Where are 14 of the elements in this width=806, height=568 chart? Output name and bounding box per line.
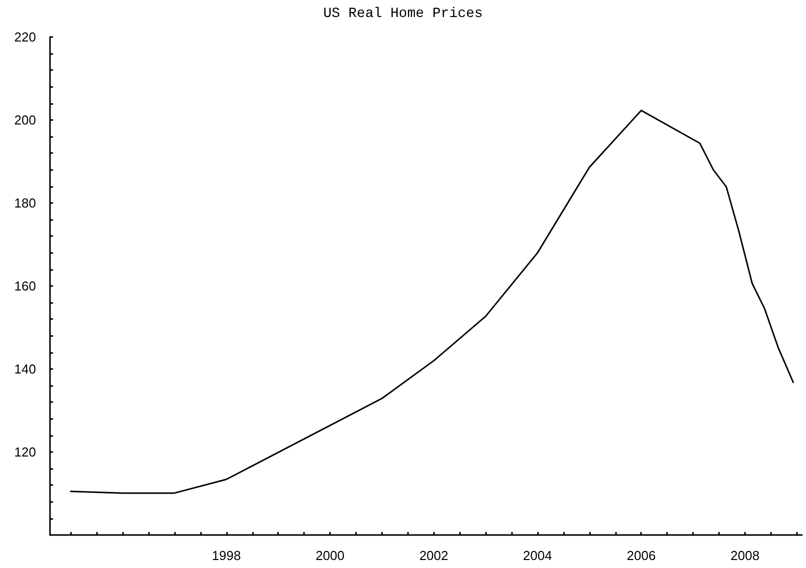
x-tick-label: 2002 bbox=[419, 548, 448, 563]
y-tick-label: 120 bbox=[14, 444, 36, 460]
line-series bbox=[70, 110, 794, 494]
x-tick-label: 2000 bbox=[316, 548, 345, 563]
chart-title: US Real Home Prices bbox=[323, 6, 483, 22]
x-tick-label: 1998 bbox=[212, 548, 241, 563]
x-tick-label: 2004 bbox=[523, 548, 552, 563]
y-tick-label: 140 bbox=[14, 362, 36, 376]
x-tick-label: 2006 bbox=[626, 548, 656, 563]
y-tick-label: 220 bbox=[14, 30, 36, 44]
y-tick-label: 200 bbox=[14, 112, 36, 128]
x-tick-label: 2008 bbox=[730, 548, 760, 563]
y-tick-label: 180 bbox=[14, 196, 36, 210]
y-tick-label: 160 bbox=[14, 278, 36, 294]
